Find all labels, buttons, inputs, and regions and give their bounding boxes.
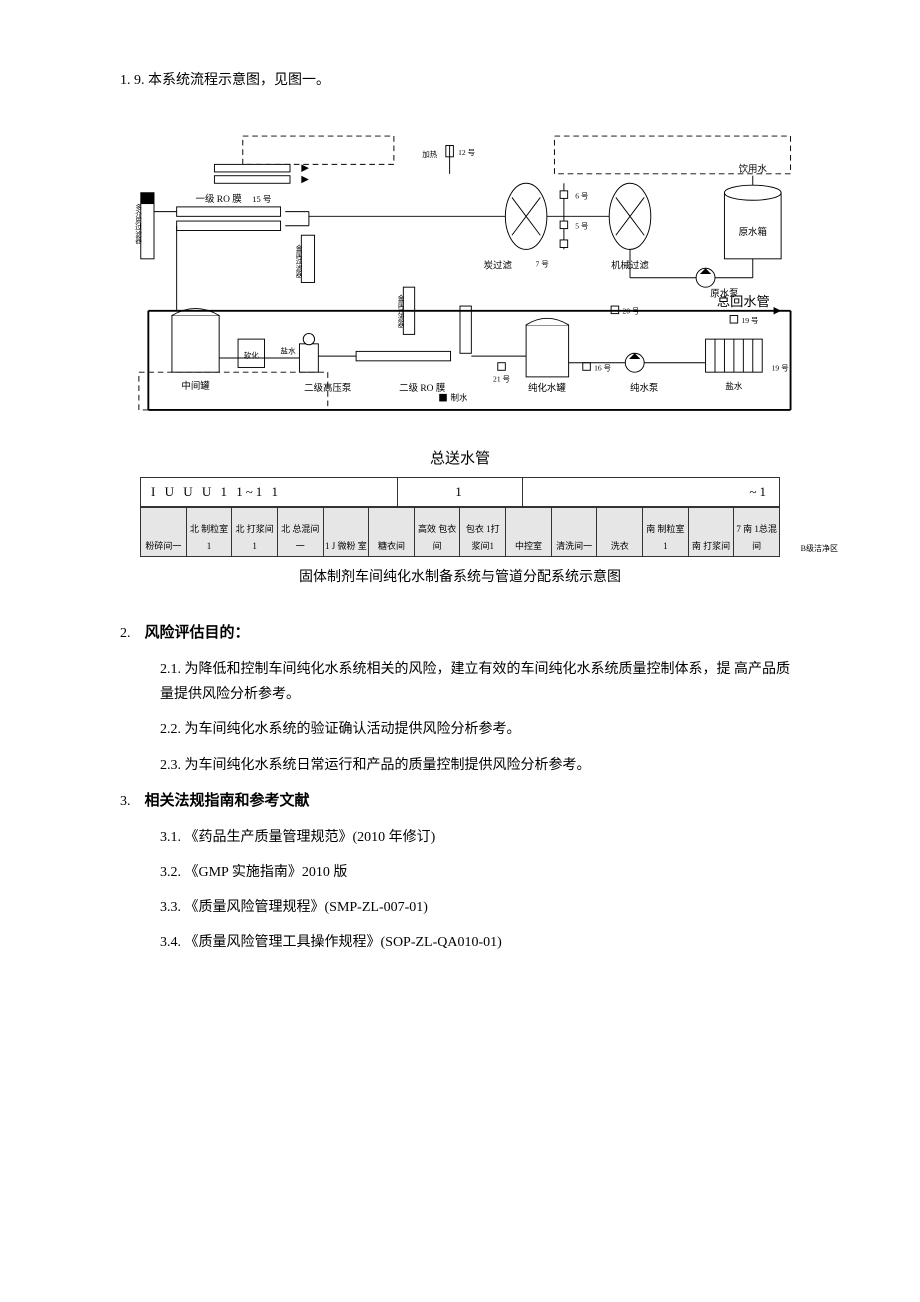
svg-text:盐水: 盐水 — [725, 381, 743, 391]
section-item: 2.2. 为车间纯化水系统的验证确认活动提供风险分析参考。 — [120, 717, 800, 742]
room-cell: 粉碎间一 — [141, 507, 187, 556]
ro1-label: 一级 RO 膜 — [196, 193, 243, 205]
v6-label: 6 号 — [575, 192, 589, 201]
heater-label: 加热 — [422, 149, 438, 159]
pure-tank-label: 纯化水罐 — [528, 382, 566, 394]
return-pipe-label: 总回水管 — [717, 294, 770, 309]
room-cell: 北 制粒室1 — [186, 507, 232, 556]
room-hdr-left: I U U U 1 1~1 1 — [141, 478, 398, 506]
room-cell: 1 J 微粉 室 — [323, 507, 369, 556]
intro-num: 1. 9. — [120, 73, 145, 88]
room-cell: 北 打浆间1 — [232, 507, 278, 556]
section-num: 3. — [120, 789, 131, 814]
section-heading: 3. 相关法规指南和参考文献 — [120, 788, 800, 815]
svg-text:19 号: 19 号 — [772, 363, 789, 372]
room-cell: 包衣 1打浆间1 — [460, 507, 506, 556]
room-hdr-right: ~1 — [523, 478, 780, 506]
room-cell: 北 总混间一 — [277, 507, 323, 556]
v5-label: 5 号 — [575, 222, 589, 231]
room-cell: 南 打浆间 — [688, 507, 734, 556]
mid-tank-label: 中间罐 — [181, 380, 210, 392]
section-heading: 2. 风险评估目的： — [120, 620, 800, 647]
section-item: 2.1. 为降低和控制车间纯化水系统相关的风险，建立有效的车间纯化水系统质量控制… — [120, 657, 800, 707]
section-item: 3.1. 《药品生产质量管理规范》(2010 年修订) — [120, 825, 800, 850]
v7-label: 7 号 — [536, 260, 550, 269]
clean-zone-label: B级洁净区 — [801, 542, 838, 556]
ro2-label: 二级 RO 膜 — [399, 382, 446, 394]
room-cell: 洗衣 — [597, 507, 643, 556]
room-cell: 糖衣间 — [369, 507, 415, 556]
section-item: 3.4. 《质量风险管理工具操作规程》(SOP-ZL-QA010-01) — [120, 930, 800, 955]
intro-text: 本系统流程示意图，见图一。 — [148, 73, 330, 88]
section-item: 3.3. 《质量风险管理规程》(SMP-ZL-007-01) — [120, 895, 800, 920]
raw-tank-label: 原水箱 — [739, 226, 767, 238]
svg-text:制水: 制水 — [451, 393, 469, 403]
v19-label: 19 号 — [741, 316, 758, 325]
svg-text:软化: 软化 — [244, 350, 260, 360]
carbon-filter-label: 炭过滤 — [484, 259, 513, 271]
section-title: 风险评估目的： — [145, 625, 250, 641]
process-diagram: 原水箱 饮用水 原水泵 机械过滤 炭过滤 6 号 5 号 7 号 — [120, 113, 800, 590]
v15-label: 15 号 — [252, 194, 271, 204]
room-cell: 中控室 — [506, 507, 552, 556]
room-cell: 高效 包衣间 — [414, 507, 460, 556]
section-item: 3.2. 《GMP 实施指南》2010 版 — [120, 860, 800, 885]
drink-water-label: 饮用水 — [739, 163, 768, 175]
v21-label: 21 号 — [493, 375, 510, 384]
diagram-caption: 固体制剂车间纯化水制备系统与管道分配系统示意图 — [120, 565, 800, 590]
room-table-container: I U U U 1 1~1 1 1 ~1 粉碎间一北 制粒室1北 打浆间1北 总… — [140, 477, 780, 556]
v12-label: 12 号 — [458, 148, 475, 157]
section-title: 相关法规指南和参考文献 — [145, 793, 310, 809]
pure-pump-label: 纯水泵 — [630, 382, 659, 394]
room-cell: 7 南 1总混间 — [734, 507, 780, 556]
section-item: 2.3. 为车间纯化水系统日常运行和产品的质量控制提供风险分析参考。 — [120, 753, 800, 778]
v16-label: 16 号 — [594, 363, 611, 372]
room-cell: 清洗间一 — [551, 507, 597, 556]
room-cell: 南 制粒室1 — [643, 507, 689, 556]
room-hdr-mid: 1 — [397, 478, 522, 506]
section-num: 2. — [120, 621, 131, 646]
diagram-svg: 原水箱 饮用水 原水泵 机械过滤 炭过滤 6 号 5 号 7 号 — [120, 113, 800, 433]
room-header-row: I U U U 1 1~1 1 1 ~1 — [140, 477, 780, 506]
supply-pipe-label: 总送水管 — [120, 446, 800, 473]
svg-text:盐水: 盐水 — [281, 345, 297, 355]
room-list-row: 粉碎间一北 制粒室1北 打浆间1北 总混间一1 J 微粉 室糖衣间高效 包衣间包… — [140, 507, 780, 557]
intro-line: 1. 9. 本系统流程示意图，见图一。 — [120, 68, 800, 93]
hp-pump2-label: 二级高压泵 — [304, 382, 352, 394]
